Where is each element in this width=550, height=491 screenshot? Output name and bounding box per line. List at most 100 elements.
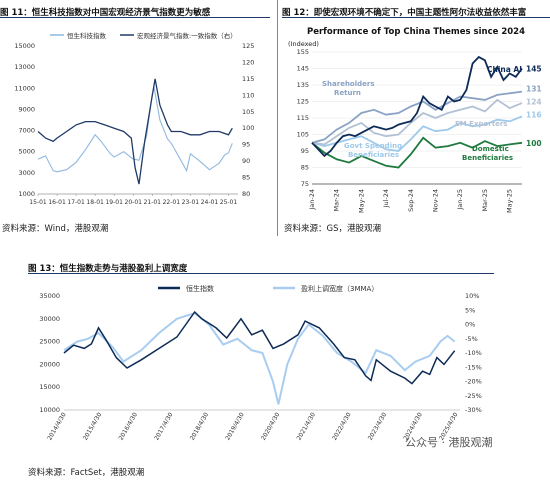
y-left-tick-11: 3000: [18, 169, 35, 177]
y-right-tick-13: -20%: [465, 378, 482, 386]
y-right-tick-11: 95: [242, 141, 250, 149]
series-breadth-line: [63, 311, 456, 405]
x-tick-13: 2023/4/30: [367, 411, 389, 441]
figure-13: 图 13：恒生指数走势与港股盈利上调宽度 恒生指数 盈利上调宽度（3MMA） 1…: [28, 256, 494, 486]
y-left-tick-11: 11000: [14, 84, 35, 92]
y-left-tick-11: 1000: [18, 190, 35, 198]
x-tick-12: Jul-24: [382, 189, 390, 208]
figure-12-source: 资料来源：GS，港股观潮: [284, 224, 381, 234]
x-tick-13: 2017/4/30: [153, 411, 175, 441]
end-label-12: 124: [526, 98, 542, 107]
y-right-tick-11: 100: [242, 124, 254, 132]
y-tick-12: 115: [297, 114, 309, 122]
annot-china-ai: China AI: [487, 65, 522, 74]
x-tick-12: Mar-25: [481, 189, 489, 211]
y-right-tick-11: 80: [242, 190, 250, 198]
x-tick-11: 21-01: [144, 199, 162, 206]
x-tick-11: 16-01: [48, 199, 66, 206]
y-tick-12: 95: [301, 147, 309, 155]
y-right-tick-13: -10%: [465, 349, 482, 357]
end-label-12: 145: [526, 65, 542, 74]
y-left-tick-11: 9000: [18, 105, 35, 113]
x-tick-11: 22-01: [163, 199, 181, 206]
y-tick-12: 145: [297, 65, 309, 73]
y-left-tick-13: 30000: [39, 315, 60, 323]
y-right-tick-11: 125: [242, 42, 254, 50]
figure-12-chart: Performance of Top China Themes since 20…: [282, 22, 550, 220]
x-tick-13: 2015/4/30: [82, 411, 104, 441]
x-tick-12: Jan-24: [308, 189, 316, 211]
x-tick-11: 24-01: [201, 199, 219, 206]
end-label-12: 131: [526, 84, 542, 93]
annot-domestic-2: Beneficiaries: [462, 154, 513, 162]
x-tick-12: Sep-24: [407, 189, 415, 212]
vertical-divider: [277, 0, 278, 236]
y-left-tick-13: 35000: [39, 292, 60, 300]
y-right-tick-13: -25%: [465, 392, 482, 400]
x-tick-12: Mar-24: [333, 189, 341, 211]
series-hsi-line: [63, 310, 456, 385]
y-right-tick-13: -15%: [465, 363, 482, 371]
series-china-ai-line: [311, 55, 523, 158]
figure-13-chart: 恒生指数 盈利上调宽度（3MMA） 10000 15000 20000 25000 30…: [39, 284, 482, 442]
chart-title-12: Performance of Top China Themes since 20…: [307, 27, 525, 37]
x-tick-13: 2022/4/30: [331, 411, 353, 441]
y-left-tick-11: 5000: [18, 148, 35, 156]
y-tick-12: 125: [297, 98, 309, 106]
x-tick-13: 2014/4/30: [46, 411, 68, 441]
y-right-tick-11: 115: [242, 75, 254, 83]
figure-11-header: 图 11：恒生科技指数对中国宏观经济景气指数更为敏感: [0, 0, 270, 18]
y-right-tick-11: 120: [242, 58, 254, 66]
annot-govt-2: Beneficiaries: [348, 151, 399, 159]
y-left-tick-13: 20000: [39, 360, 60, 368]
y-right-tick-13: 0%: [465, 321, 475, 329]
figure-13-source: 资料来源：FactSet，港股观潮: [28, 468, 145, 478]
figure-12-header: 图 12：即使宏观环境不确定下，中国主题性阿尔法收益依然丰富: [282, 0, 550, 18]
legend-label-macro: 宏观经济景气指数:一致指数（右）: [137, 31, 237, 40]
x-tick-11: 20-01: [125, 199, 143, 206]
y-right-tick-11: 90: [242, 157, 250, 165]
y-right-tick-13: -30%: [465, 406, 482, 414]
x-tick-13: 2020/4/30: [260, 411, 282, 441]
y-tick-12: 75: [301, 180, 309, 188]
series-govt-spending-beneficiaries-line: [311, 115, 523, 152]
figure-12-title: 图 12：即使宏观环境不确定下，中国主题性阿尔法收益依然丰富: [282, 8, 527, 18]
y-tick-12: 105: [297, 131, 309, 139]
x-tick-11: 19-01: [105, 199, 123, 206]
x-tick-11: 15-01: [29, 199, 47, 206]
y-tick-12: 135: [297, 81, 309, 89]
annot-shareholders-2: Return: [334, 89, 361, 97]
x-tick-11: 23-01: [182, 199, 200, 206]
figure-13-title: 图 13：恒生指数走势与港股盈利上调宽度: [28, 264, 188, 274]
y-right-tick-11: 110: [242, 91, 254, 99]
x-tick-12: May-24: [357, 189, 365, 213]
y-left-tick-11: 13000: [14, 63, 35, 71]
figure-12: 图 12：即使宏观环境不确定下，中国主题性阿尔法收益依然丰富 Performan…: [282, 0, 550, 234]
series-shareholders-return-line: [311, 90, 523, 144]
y-left-tick-13: 25000: [39, 338, 60, 346]
y-left-tick-13: 10000: [39, 406, 60, 414]
x-tick-12: Nov-24: [432, 189, 440, 212]
annot-shareholders-1: Shareholders: [322, 80, 375, 88]
x-tick-11: 18-01: [86, 199, 104, 206]
figure-11-source: 资料来源：Wind，港股观潮: [2, 224, 109, 234]
y-left-tick-13: 15000: [39, 383, 60, 391]
series-hstech-line: [37, 86, 233, 173]
legend-11: 恒生科技指数 宏观经济景气指数:一致指数（右）: [50, 31, 237, 40]
annot-domestic-1: Domestic: [472, 145, 509, 153]
figure-11: 图 11：恒生科技指数对中国宏观经济景气指数更为敏感 恒生科技指数 宏观经济景气…: [0, 0, 270, 234]
figure-11-chart: 恒生科技指数 宏观经济景气指数:一致指数（右） 1000 3000 5000 7000…: [14, 31, 254, 206]
series-domestic-beneficiaries-line: [311, 136, 523, 169]
y-right-tick-13: 10%: [465, 292, 479, 300]
y-right-tick-13: 5%: [465, 306, 475, 314]
y-left-tick-11: 7000: [18, 127, 35, 135]
annot-em-exporters: EM Exporters: [455, 120, 507, 128]
legend-13: 恒生指数 盈利上调宽度（3MMA）: [158, 284, 378, 293]
y-right-tick-11: 105: [242, 108, 254, 116]
x-tick-13: 2016/4/30: [118, 411, 140, 441]
end-label-12: 116: [526, 111, 542, 120]
x-tick-13: 2019/4/30: [224, 411, 246, 441]
x-tick-12: May-25: [506, 189, 514, 213]
x-tick-13: 2021/4/30: [296, 411, 318, 441]
watermark: 公众号 · 港股观潮: [405, 436, 493, 449]
